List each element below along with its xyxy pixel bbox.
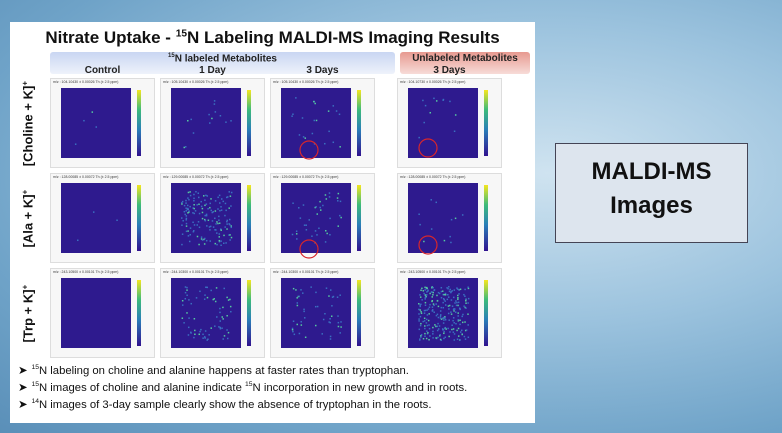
text: N Labeling MALDI-MS Imaging Results	[187, 28, 500, 47]
text: N images of 3-day sample clearly show th…	[39, 399, 432, 411]
slide: Nitrate Uptake - 15N Labeling MALDI-MS I…	[10, 22, 535, 423]
text: [Trp + K]	[20, 289, 36, 343]
ms-image	[408, 278, 488, 348]
ms-image	[171, 278, 251, 348]
superscript: +	[20, 189, 30, 195]
image-panel: m/z : 128.00085 ± 0.00072 Th (± 2.5 ppm)	[50, 173, 155, 263]
image-caption: m/z : 129.00085 ± 0.00072 Th (± 2.5 ppm)	[273, 175, 339, 179]
ms-image	[171, 88, 251, 158]
ms-image	[281, 278, 361, 348]
superscript: +	[20, 284, 30, 290]
ms-image	[61, 278, 141, 348]
image-panel: m/z : 244.10300 ± 0.00101 Th (± 2.5 ppm)	[270, 268, 375, 358]
side-box: MALDI-MS Images	[555, 143, 748, 243]
ms-image	[281, 183, 361, 259]
superscript: 15	[175, 28, 188, 40]
ms-image	[408, 183, 488, 255]
superscript: 15	[31, 364, 39, 372]
image-panel: m/z : 244.10300 ± 0.00101 Th (± 2.5 ppm)	[160, 268, 265, 358]
bullet-arrow: ➤	[18, 365, 28, 377]
bullet: ➤ 15N images of choline and alanine indic…	[18, 381, 467, 394]
column-header: Control	[84, 65, 121, 76]
text: N labeled Metabolites	[174, 53, 277, 65]
image-panel: m/z : 128.00085 ± 0.00072 Th (± 2.5 ppm)	[397, 173, 502, 263]
column-header: 1 Day	[199, 65, 226, 76]
bullet-arrow: ➤	[18, 399, 28, 411]
image-panel: m/z : 105.10430 ± 0.00026 Th (± 2.5 ppm)	[160, 78, 265, 168]
image-caption: m/z : 128.00085 ± 0.00072 Th (± 2.5 ppm)	[53, 175, 119, 179]
ms-image	[61, 88, 141, 158]
image-panel: m/z : 105.10430 ± 0.00026 Th (± 2.5 ppm)	[270, 78, 375, 168]
text: Nitrate Uptake -	[45, 28, 176, 47]
image-panel: m/z : 243.10500 ± 0.00101 Th (± 2.5 ppm)	[50, 268, 155, 358]
image-panel: m/z : 129.00085 ± 0.00072 Th (± 2.5 ppm)	[270, 173, 375, 263]
ms-image	[281, 88, 361, 160]
text: N incorporation in new growth and in roo…	[252, 382, 468, 394]
side-text: Images	[610, 192, 693, 219]
bullet: ➤ 14N images of 3-day sample clearly show…	[18, 398, 431, 411]
image-caption: m/z : 105.10430 ± 0.00026 Th (± 2.5 ppm)	[163, 80, 229, 84]
superscript: 15	[245, 381, 253, 389]
image-caption: m/z : 105.10430 ± 0.00026 Th (± 2.5 ppm)	[273, 80, 339, 84]
row-label: [Choline + K]+	[20, 74, 35, 174]
image-caption: m/z : 244.10300 ± 0.00101 Th (± 2.5 ppm)	[163, 270, 229, 274]
side-text: MALDI-MS	[591, 158, 712, 185]
slide-title: Nitrate Uptake - 15N Labeling MALDI-MS I…	[10, 28, 535, 48]
text: N images of choline and alanine indicate	[39, 382, 245, 394]
row-label: [Ala + K]+	[20, 169, 35, 269]
image-caption: m/z : 104.10730 ± 0.00026 Th (± 2.5 ppm)	[400, 80, 466, 84]
superscript: 14	[31, 398, 39, 406]
ms-image	[171, 183, 251, 253]
row-label: [Trp + K]+	[20, 264, 35, 364]
column-header: 3 Days	[306, 65, 339, 76]
bullet: ➤ 15N labeling on choline and alanine hap…	[18, 364, 409, 377]
text: [Choline + K]	[20, 85, 36, 167]
bullet-arrow: ➤	[18, 382, 28, 394]
text: [Ala + K]	[20, 194, 36, 248]
image-caption: m/z : 244.10300 ± 0.00101 Th (± 2.5 ppm)	[273, 270, 339, 274]
ms-image	[61, 183, 141, 253]
image-panel: m/z : 129.00085 ± 0.00072 Th (± 2.5 ppm)	[160, 173, 265, 263]
text: Unlabeled Metabolites	[412, 53, 518, 64]
image-caption: m/z : 104.10430 ± 0.00026 Th (± 2.5 ppm)	[53, 80, 119, 84]
image-panel: m/z : 104.10730 ± 0.00026 Th (± 2.5 ppm)	[397, 78, 502, 168]
ms-image	[408, 88, 488, 158]
column-header: 3 Days	[433, 65, 466, 76]
image-panel: m/z : 243.10500 ± 0.00101 Th (± 2.5 ppm)	[397, 268, 502, 358]
group-header: 15N labeled Metabolites	[50, 52, 395, 74]
image-caption: m/z : 243.10500 ± 0.00101 Th (± 2.5 ppm)	[53, 270, 119, 274]
superscript: 15	[31, 381, 39, 389]
image-panel: m/z : 104.10430 ± 0.00026 Th (± 2.5 ppm)	[50, 78, 155, 168]
superscript: 15	[168, 53, 175, 59]
text: N labeling on choline and alanine happen…	[39, 365, 409, 377]
image-caption: m/z : 129.00085 ± 0.00072 Th (± 2.5 ppm)	[163, 175, 229, 179]
superscript: +	[20, 81, 30, 86]
image-caption: m/z : 243.10500 ± 0.00101 Th (± 2.5 ppm)	[400, 270, 466, 274]
image-caption: m/z : 128.00085 ± 0.00072 Th (± 2.5 ppm)	[400, 175, 466, 179]
group-header: Unlabeled Metabolites	[400, 52, 530, 74]
